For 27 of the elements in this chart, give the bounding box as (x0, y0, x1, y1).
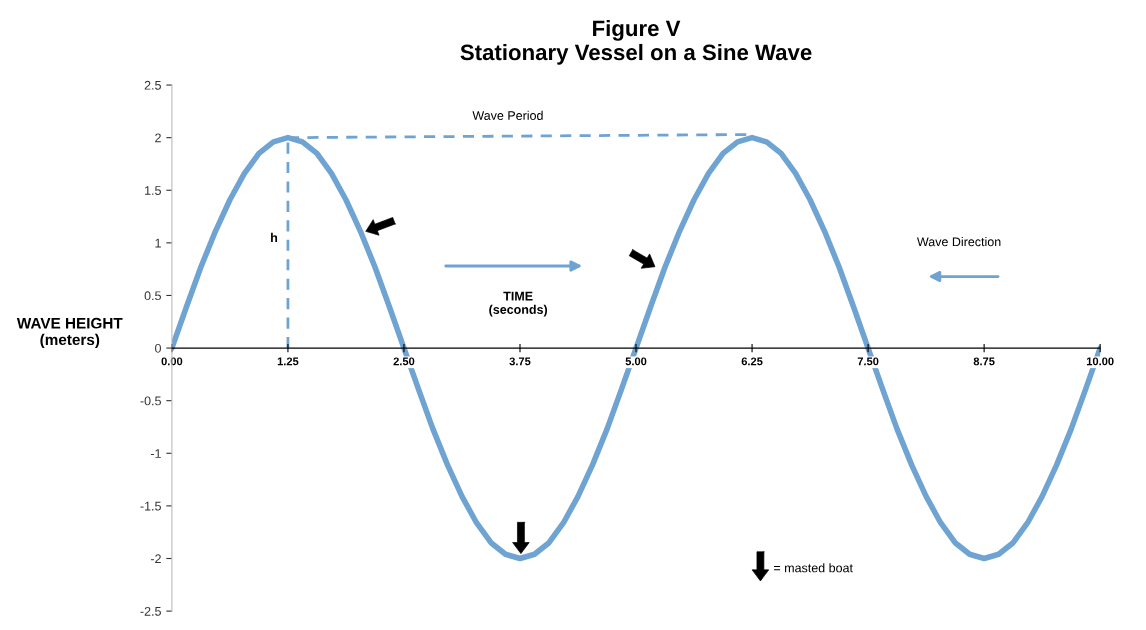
annotation: Wave Direction (916, 237, 1001, 247)
x-tick-label: 0.00 (161, 357, 183, 366)
annotation: TIME (seconds) (489, 291, 548, 317)
chart-title: Figure V Stationary Vessel on a Sine Wave (460, 19, 812, 65)
y-tick-label: 2 (155, 133, 161, 143)
y-tick-label: 0.5 (144, 291, 161, 301)
y-tick-label: 0 (155, 343, 161, 353)
y-axis-title: WAVE HEIGHT (meters) (16, 317, 123, 349)
x-tick-label: 7.50 (857, 357, 879, 366)
y-tick-label: -2 (150, 554, 161, 564)
x-tick-label: 1.25 (277, 357, 299, 366)
annotation: = masted boat (774, 563, 853, 573)
annotation: h (271, 232, 278, 242)
y-tick-label: 2.5 (144, 80, 161, 90)
y-tick-label: 1.5 (145, 186, 161, 195)
y-tick-label: -1 (150, 449, 161, 458)
x-tick-label: 6.25 (741, 357, 763, 366)
y-tick-label: 1 (155, 238, 161, 248)
annotation: Wave Period (472, 110, 543, 120)
y-tick-label: -0.5 (140, 396, 161, 406)
y-tick-label: -2.5 (140, 606, 161, 616)
x-tick-label: 3.75 (509, 357, 531, 366)
y-tick-label: -1.5 (140, 501, 161, 511)
x-tick-label: 5.00 (625, 357, 647, 366)
x-tick-label: 8.75 (973, 357, 995, 366)
x-tick-label: 2.50 (393, 357, 415, 366)
x-tick-label: 10.00 (1086, 357, 1114, 366)
